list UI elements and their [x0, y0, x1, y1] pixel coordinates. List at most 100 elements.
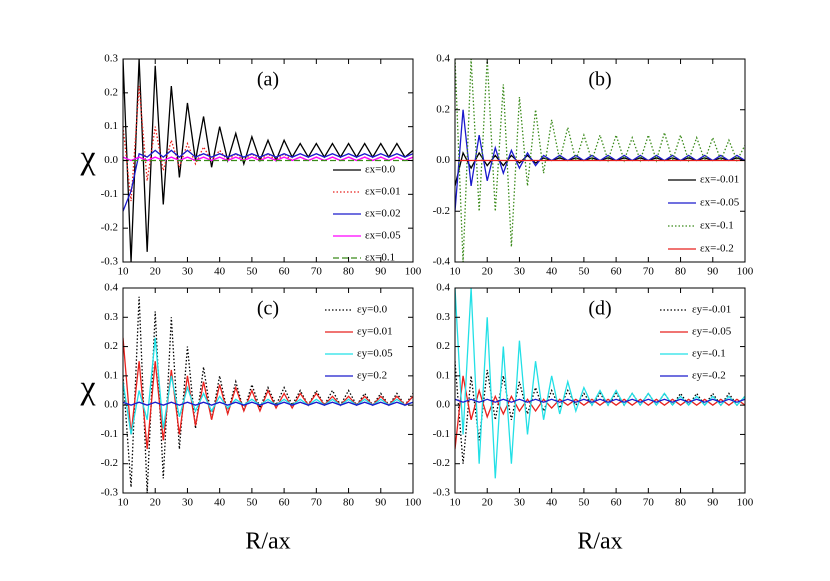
- y-axis-label: χ: [79, 369, 95, 406]
- x-tick-label: 80: [343, 497, 355, 509]
- y-tick-label: 0.4: [436, 282, 450, 294]
- y-tick-label: -0.3: [101, 256, 119, 268]
- x-tick-label: 30: [514, 266, 526, 278]
- series-line: [123, 149, 413, 212]
- y-tick-label: 0.1: [104, 369, 118, 381]
- y-tick-label: 0.2: [436, 340, 450, 352]
- legend-label: εx=0.1: [365, 252, 395, 264]
- x-tick-label: 10: [118, 497, 130, 509]
- y-tick-label: 0.3: [104, 311, 118, 323]
- x-tick-label: 10: [450, 497, 462, 509]
- series-line: [455, 375, 745, 450]
- y-tick-label: -0.3: [101, 487, 119, 499]
- x-tick-label: 10: [450, 266, 462, 278]
- x-tick-label: 20: [482, 497, 494, 509]
- y-tick-label: -0.1: [101, 428, 118, 440]
- x-tick-label: 100: [737, 266, 754, 278]
- y-tick-label: 0.1: [104, 120, 118, 132]
- legend-label: εx=0.01: [365, 186, 401, 198]
- x-tick-label: 70: [311, 266, 323, 278]
- x-tick-label: 90: [707, 266, 719, 278]
- plot-frame: [122, 287, 414, 494]
- x-tick-label: 60: [611, 497, 623, 509]
- legend-label: εx=0.05: [365, 230, 401, 242]
- x-tick-label: 40: [546, 266, 558, 278]
- y-tick-label: 0.4: [104, 282, 118, 294]
- panel: 10 20 30 40 50 60 70 80 90 100 -0.3 -0.2 -0.1 0.0 0.1 0…: [79, 282, 421, 555]
- series-line: [123, 401, 413, 406]
- series-line: [123, 59, 413, 262]
- series-line: [123, 296, 413, 493]
- y-tick-label: 0.0: [436, 154, 450, 166]
- legend-label: εy=0.01: [357, 326, 393, 338]
- y-tick-label: 0.3: [104, 53, 118, 65]
- y-tick-label: 0.2: [104, 86, 118, 98]
- legend-label: εx=-0.01: [700, 174, 739, 186]
- series-line: [123, 86, 413, 202]
- y-tick-label: 0.3: [436, 311, 450, 323]
- y-tick-label: 0.0: [104, 154, 118, 166]
- y-tick-label: -0.1: [101, 188, 118, 200]
- legend-label: εy=0.2: [357, 370, 387, 382]
- x-tick-label: 80: [343, 266, 355, 278]
- series-line: [123, 337, 413, 435]
- legend-label: εy=0.05: [357, 348, 393, 360]
- x-tick-label: 30: [182, 497, 194, 509]
- y-tick-label: 0.2: [104, 340, 118, 352]
- y-axis-label: χ: [79, 139, 95, 176]
- y-tick-label: 0.0: [104, 399, 118, 411]
- x-tick-label: 80: [675, 266, 687, 278]
- y-tick-label: 0.2: [436, 103, 450, 115]
- series-line: [455, 288, 745, 479]
- series-line: [455, 398, 745, 403]
- x-tick-label: 20: [150, 497, 162, 509]
- y-tick-label: 0.4: [436, 53, 450, 65]
- x-tick-label: 70: [643, 266, 655, 278]
- y-tick-label: -0.1: [433, 428, 450, 440]
- y-tick-label: -0.2: [433, 205, 450, 217]
- x-tick-label: 80: [675, 497, 687, 509]
- legend-label: εx=-0.2: [700, 243, 734, 255]
- panel: 10 20 30 40 50 60 70 80 90 100 -0.4 -0.2 0.0 0.2 0.4 (b…: [433, 53, 754, 278]
- x-tick-label: 60: [279, 497, 291, 509]
- x-tick-label: 70: [643, 497, 655, 509]
- legend-label: εx=0.02: [365, 208, 401, 220]
- x-axis-label: R/ax: [245, 529, 290, 555]
- legend-label: εy=-0.05: [692, 326, 732, 338]
- legend-label: εx=-0.05: [700, 197, 740, 209]
- x-tick-label: 90: [375, 266, 387, 278]
- y-tick-label: 0.0: [436, 399, 450, 411]
- y-tick-label: -0.2: [433, 457, 450, 469]
- x-tick-label: 100: [405, 497, 422, 509]
- panel: 10 20 30 40 50 60 70 80 90 100 -0.3 -0.2 -0.1 0.0 0.1 0…: [79, 53, 421, 278]
- legend-label: εy=-0.2: [692, 370, 726, 382]
- x-tick-label: 50: [578, 497, 590, 509]
- panel-label: (c): [257, 298, 279, 320]
- panel-label: (b): [588, 69, 611, 91]
- x-tick-label: 90: [375, 497, 387, 509]
- y-tick-label: -0.2: [101, 457, 118, 469]
- legend-label: εy=-0.01: [692, 304, 731, 316]
- series-line: [455, 361, 745, 464]
- y-tick-label: -0.4: [433, 256, 451, 268]
- x-tick-label: 60: [279, 266, 291, 278]
- x-tick-label: 50: [246, 497, 258, 509]
- y-tick-label: 0.1: [436, 369, 450, 381]
- series-line: [123, 337, 413, 450]
- x-tick-label: 40: [214, 266, 226, 278]
- plot-frame: [454, 287, 746, 494]
- x-tick-label: 50: [246, 266, 258, 278]
- series-line: [455, 59, 745, 262]
- x-tick-label: 20: [482, 266, 494, 278]
- x-tick-label: 40: [214, 497, 226, 509]
- legend-label: εx=-0.1: [700, 220, 734, 232]
- x-tick-label: 60: [611, 266, 623, 278]
- x-axis-label: R/ax: [577, 529, 622, 555]
- legend-label: εx=0.0: [365, 164, 396, 176]
- panel-label: (d): [588, 298, 611, 320]
- panel: 10 20 30 40 50 60 70 80 90 100 -0.3 -0.2 -0.1 0.0 0.1 0…: [433, 282, 754, 555]
- x-tick-label: 90: [707, 497, 719, 509]
- x-tick-label: 100: [405, 266, 422, 278]
- x-tick-label: 70: [311, 497, 323, 509]
